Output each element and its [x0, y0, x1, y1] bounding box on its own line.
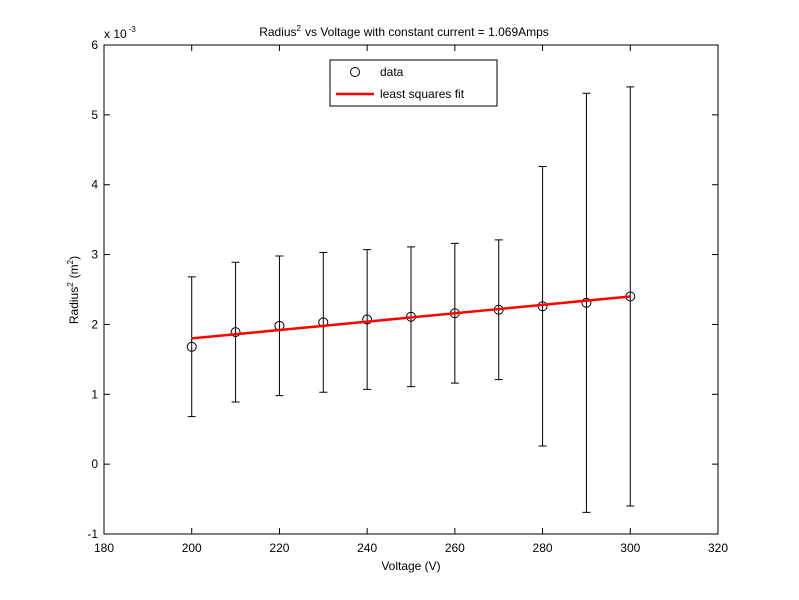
error-bar	[187, 276, 196, 418]
ylabel-part: )	[67, 256, 81, 260]
legend-box	[329, 59, 498, 107]
title-part: Radius	[259, 25, 296, 39]
data-point	[230, 327, 241, 338]
data-point	[581, 297, 592, 308]
x-tick-label: 240	[357, 541, 377, 555]
error-bar	[538, 166, 547, 447]
y-tick-label: 3	[91, 248, 98, 262]
x-tick-label: 280	[533, 541, 553, 555]
error-bar	[363, 249, 372, 390]
y-tick-label: 0	[91, 457, 98, 471]
y-tick-label: 6	[91, 38, 98, 52]
x-tick-label: 200	[182, 541, 202, 555]
ylabel-sup: 2	[66, 259, 75, 264]
fit-line	[191, 295, 631, 340]
x-tick-label: 220	[269, 541, 289, 555]
x-tick-label: 320	[708, 541, 728, 555]
multiplier-exp: -3	[129, 25, 137, 34]
ylabel-part: Radius	[67, 287, 81, 324]
y-multiplier: x 10 -3	[104, 25, 136, 41]
y-tick-label: 1	[91, 387, 98, 401]
x-tick-label: 300	[620, 541, 640, 555]
y-axis-label: Radius2(m2)	[66, 256, 81, 324]
ylabel-sup: 2	[66, 282, 75, 287]
legend-label: least squares fit	[380, 87, 465, 101]
multiplier-base: x 10	[104, 27, 127, 41]
legend-marker	[350, 67, 360, 77]
title-sup: 2	[297, 24, 302, 33]
y-tick-label: 5	[91, 108, 98, 122]
y-tick-label: 2	[91, 317, 98, 331]
data-point	[362, 314, 373, 325]
ylabel-part: (m	[67, 264, 81, 278]
y-tick-label: -1	[87, 527, 98, 541]
error-bar	[626, 86, 635, 507]
data-point	[186, 341, 197, 352]
error-bar	[275, 255, 284, 397]
legend-label: data	[380, 65, 404, 79]
error-bar	[582, 92, 591, 513]
chart-title: Radius2 vs Voltage with constant current …	[259, 24, 549, 39]
x-axis-label: Voltage (V)	[381, 559, 440, 573]
error-bar	[319, 251, 328, 393]
y-tick-label: 4	[91, 178, 98, 192]
x-tick-label: 260	[445, 541, 465, 555]
x-tick-label: 180	[94, 541, 114, 555]
error-bar	[231, 261, 240, 403]
title-part: vs Voltage with constant current = 1.069…	[305, 25, 549, 39]
